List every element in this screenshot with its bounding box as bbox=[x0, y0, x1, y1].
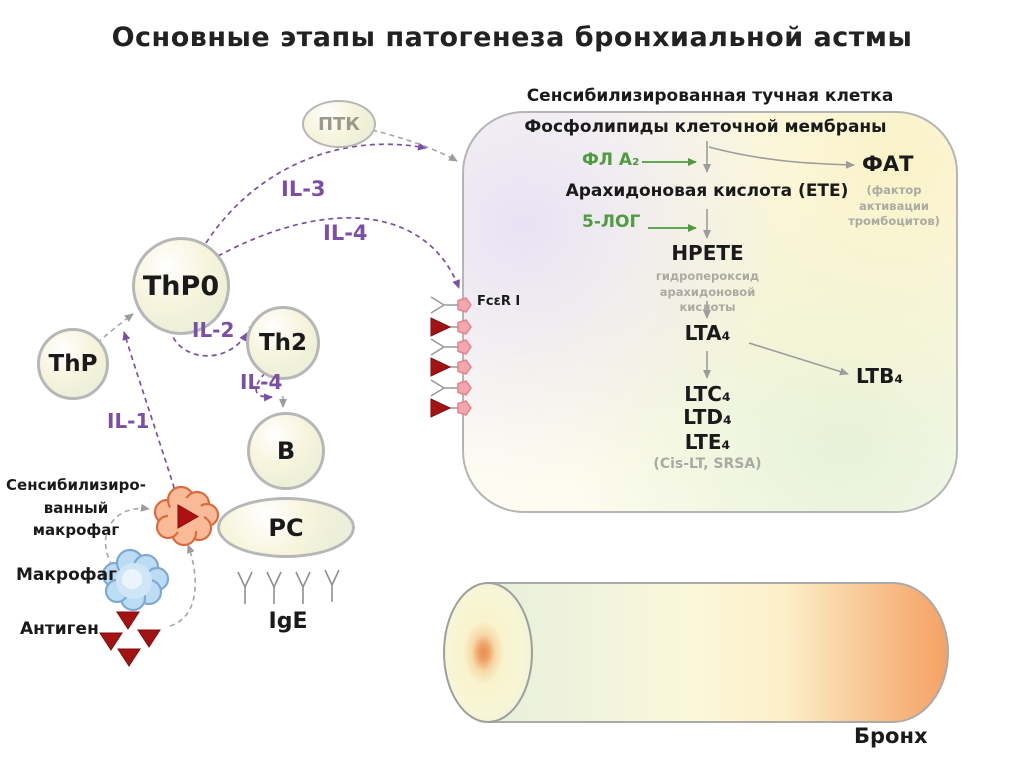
il4-top-label: IL-4 bbox=[323, 221, 368, 245]
cell-thp: ThP bbox=[37, 328, 109, 400]
cell-thp0: ThP0 bbox=[132, 237, 230, 335]
antigen-triangles bbox=[99, 611, 161, 667]
mast-cell-title: Сенсибилизированная тучная клетка bbox=[526, 86, 894, 106]
macrophage-label: Макрофаг bbox=[16, 565, 117, 585]
cell-th2: Th2 bbox=[246, 306, 320, 380]
hpete-label: HPETE bbox=[671, 241, 744, 265]
il3-label: IL-3 bbox=[281, 177, 326, 201]
cell-ptk-label: ПТК bbox=[317, 113, 361, 135]
lta4-label: LTA₄ bbox=[684, 321, 731, 345]
ige-label: IgE bbox=[268, 609, 308, 634]
ptk-to-mastcell-arrow bbox=[371, 129, 458, 162]
sensitized-macrophage-line1: Сенсибилизиро- bbox=[6, 476, 146, 494]
cell-th2-label: Th2 bbox=[258, 330, 308, 356]
il4-mid-label: IL-4 bbox=[240, 370, 283, 394]
page-title: Основные этапы патогенеза бронхиальной а… bbox=[111, 22, 913, 53]
il2-label: IL-2 bbox=[192, 318, 235, 342]
hpete-note: гидропероксид арахидоновой кислоты bbox=[655, 269, 760, 315]
antigen-to-sensitized-arrow bbox=[169, 544, 196, 627]
paf-note: (фактор активации тромбоцитов) bbox=[848, 183, 940, 229]
ltb4-label: LTB₄ bbox=[856, 364, 904, 388]
cell-ptk: ПТК bbox=[302, 100, 376, 148]
antigen-label: Антиген bbox=[20, 619, 99, 639]
cell-b-label: B bbox=[276, 437, 296, 465]
cys-lt-label: (Cis-LT, SRSA) bbox=[653, 456, 762, 472]
paf-label: ФАТ bbox=[862, 152, 914, 176]
bronchus-cylinder bbox=[443, 582, 949, 723]
membrane-phospholipids-label: Фосфолипиды клеточной мембраны bbox=[524, 117, 887, 137]
fcer-receptor-label: FcεR I bbox=[477, 294, 521, 309]
sensitized-macrophage-shape bbox=[153, 485, 220, 547]
bound-antigens bbox=[430, 317, 452, 418]
thp-to-thp0-arrow bbox=[96, 313, 134, 344]
arachidonic-acid-label: Арахидоновая кислота (ЕТЕ) bbox=[565, 181, 849, 201]
pla2-label: ФЛ А₂ bbox=[582, 150, 640, 170]
lox5-label: 5-ЛОГ bbox=[582, 212, 641, 232]
cell-pc-label: PC bbox=[268, 513, 304, 542]
sensitized-macrophage-line2: ванный bbox=[43, 498, 109, 517]
sensitized-macrophage-label: Сенсибилизиро- ванный макрофаг bbox=[0, 474, 152, 542]
bronchus-label: Бронх bbox=[854, 724, 928, 748]
ige-antibodies bbox=[237, 569, 340, 604]
ltc4-label: LTC₄ bbox=[684, 382, 731, 406]
sensitized-macrophage-line3: макрофаг bbox=[32, 521, 120, 539]
cell-pc: PC bbox=[217, 497, 355, 558]
cell-thp0-label: ThP0 bbox=[142, 270, 220, 302]
cell-b: B bbox=[247, 412, 325, 490]
il1-label: IL-1 bbox=[107, 409, 150, 433]
bound-ige-antibodies bbox=[430, 296, 458, 409]
cell-thp-label: ThP bbox=[48, 351, 98, 377]
lte4-label: LTE₄ bbox=[684, 430, 731, 454]
ltd4-label: LTD₄ bbox=[683, 405, 732, 429]
engulfed-antigen-icon bbox=[177, 504, 200, 529]
